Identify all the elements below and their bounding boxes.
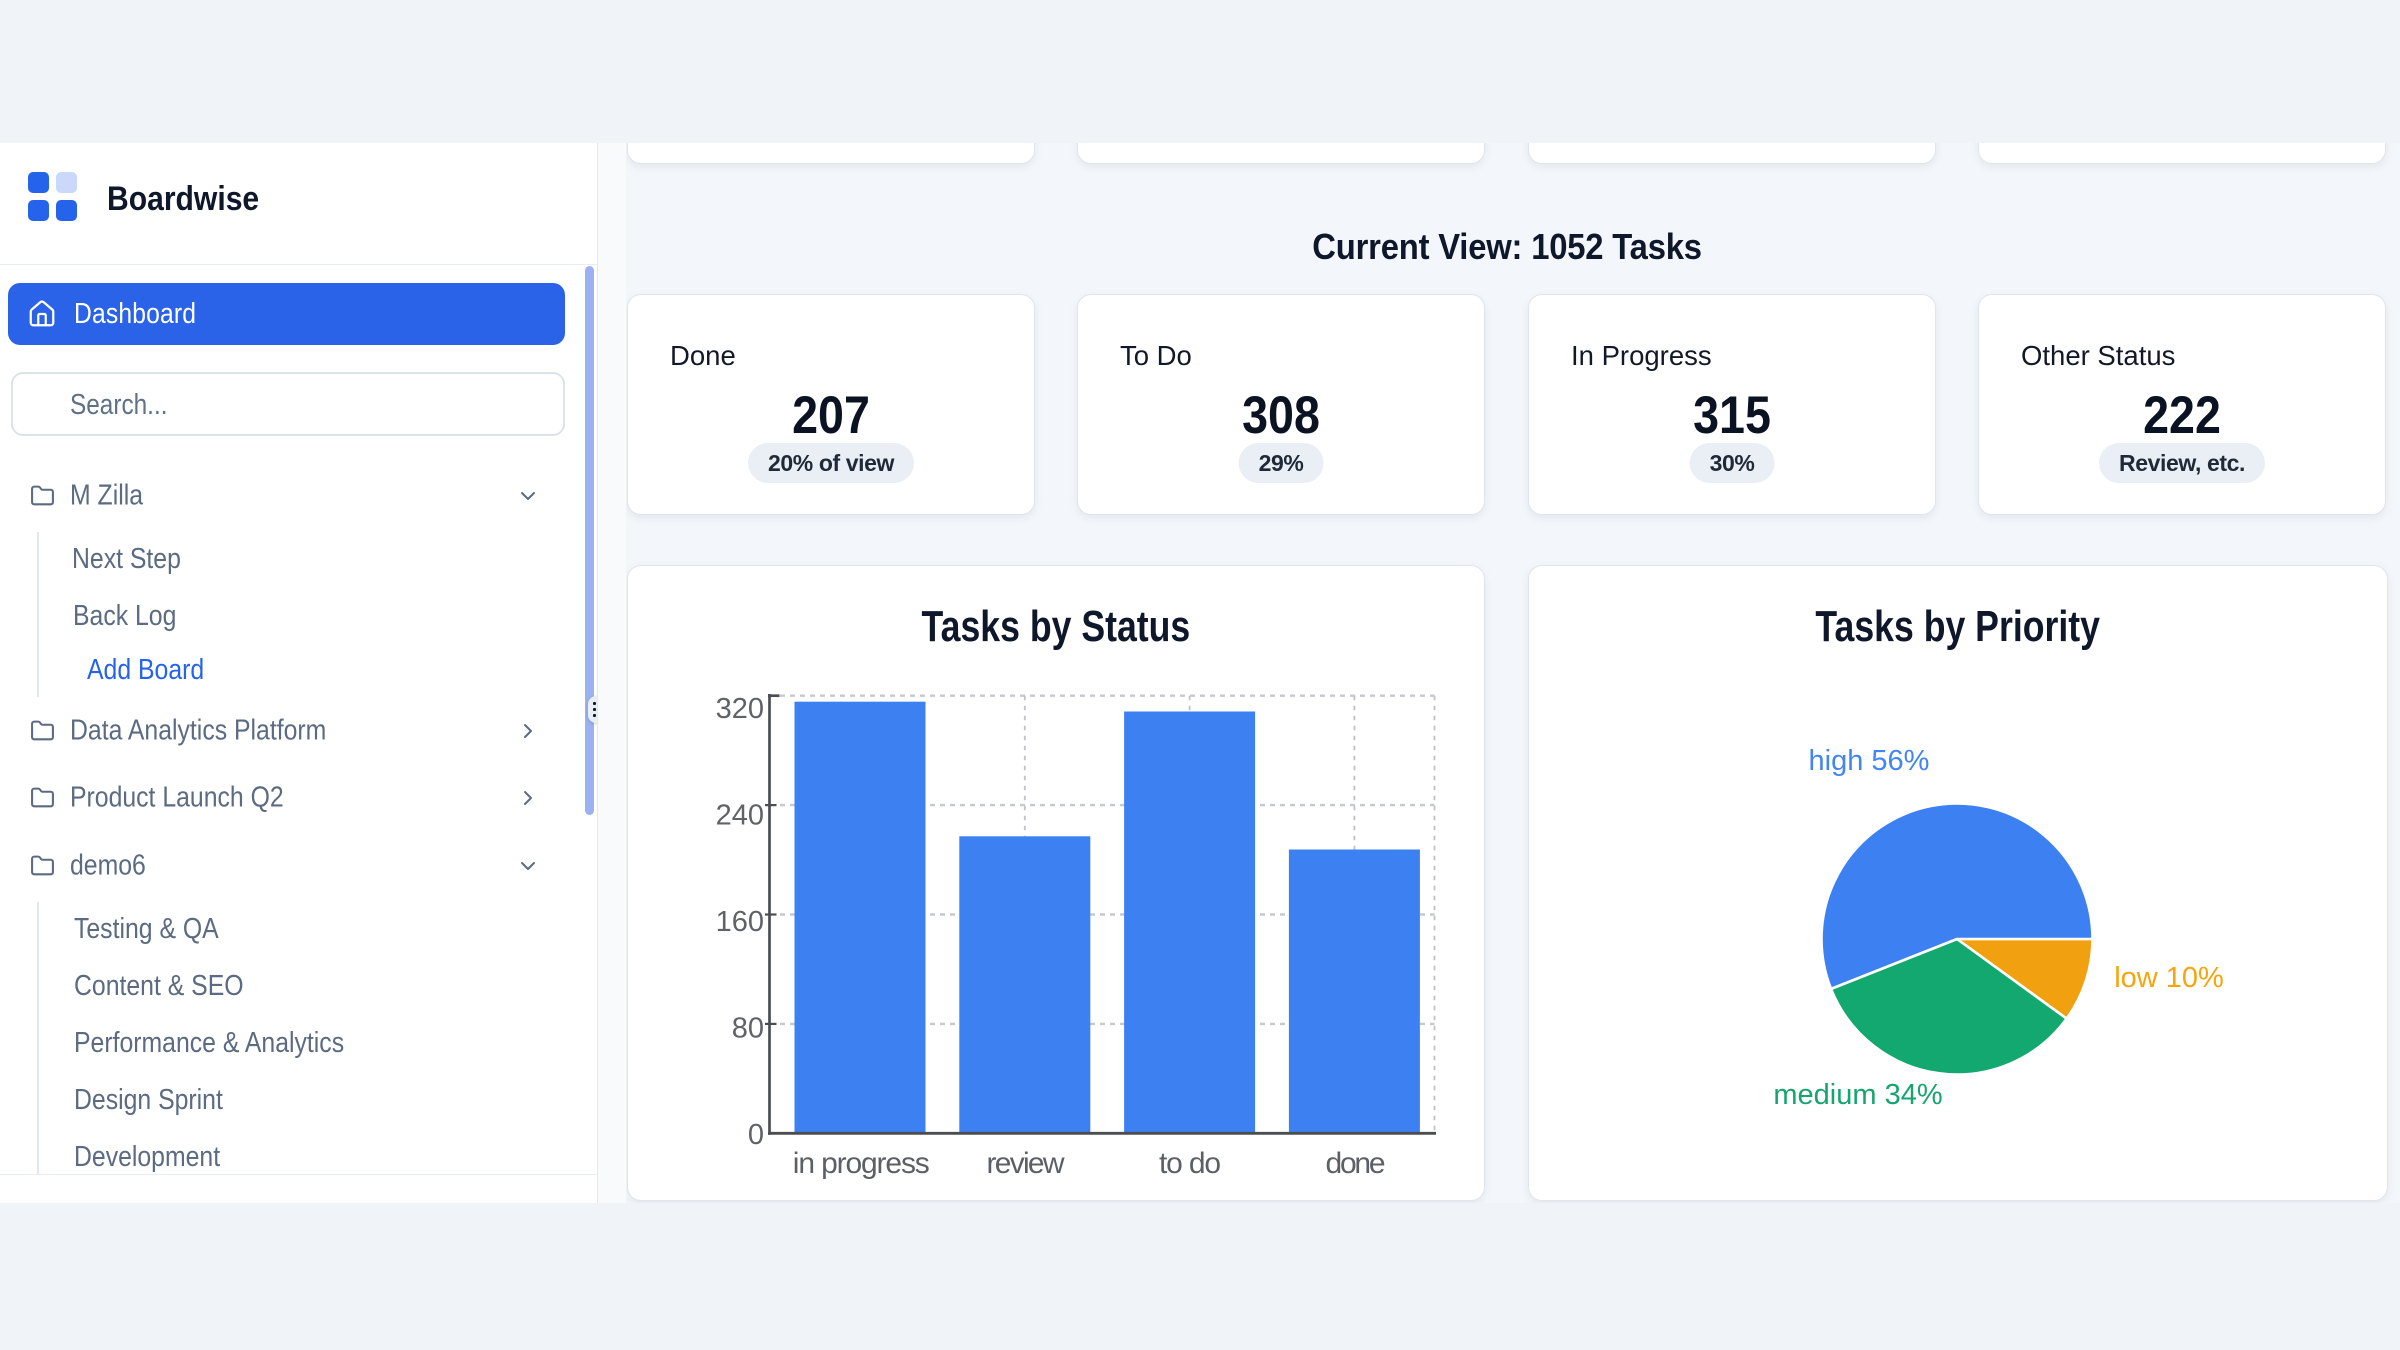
- svg-text:320: 320: [716, 693, 764, 725]
- svg-text:240: 240: [716, 800, 764, 832]
- svg-text:done: done: [1326, 1147, 1386, 1180]
- svg-text:in progress: in progress: [793, 1147, 930, 1180]
- svg-text:80: 80: [732, 1013, 764, 1045]
- svg-text:medium 34%: medium 34%: [1773, 1079, 1942, 1111]
- svg-text:low 10%: low 10%: [2114, 962, 2224, 994]
- svg-text:to do: to do: [1159, 1147, 1221, 1180]
- svg-text:0: 0: [748, 1119, 764, 1151]
- svg-text:review: review: [987, 1147, 1065, 1180]
- svg-text:high 56%: high 56%: [1809, 745, 1930, 777]
- svg-text:160: 160: [716, 906, 764, 938]
